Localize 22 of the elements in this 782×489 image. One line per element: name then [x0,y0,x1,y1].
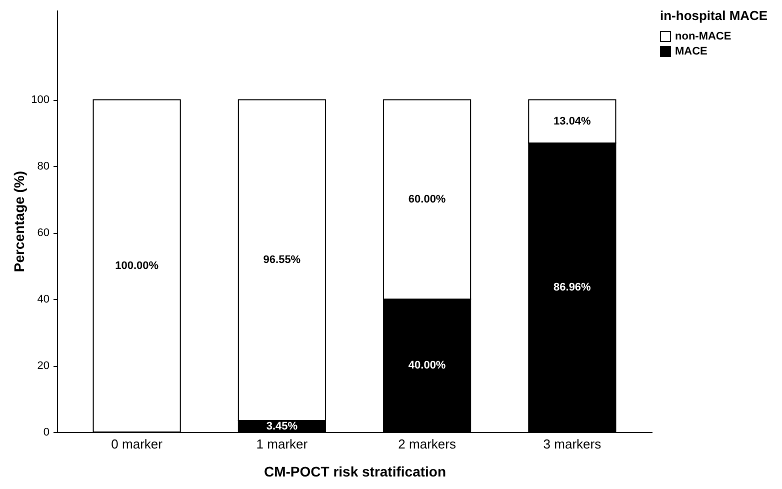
x-tick-label: 0 marker [111,436,164,452]
data-label: 13.04% [554,115,592,128]
x-axis-title: CM-POCT risk stratification [264,464,446,480]
data-label: 60.00% [408,193,446,206]
y-tick-label: 0 [43,426,50,438]
y-tick-label: 80 [37,160,50,173]
y-tick-label: 100 [31,94,50,106]
y-axis-title: Percentage (%) [11,170,28,272]
data-label: 40.00% [408,360,446,372]
data-label: 86.96% [554,282,592,294]
data-label: 100.00% [115,260,159,272]
data-label: 3.45% [266,420,298,432]
y-tick-label: 40 [37,294,50,306]
y-tick-label: 60 [37,227,50,240]
data-label: 96.55% [263,254,301,266]
legend-label: non-MACE [675,30,732,42]
x-tick-label: 2 markers [398,436,456,452]
legend-title: in-hospital MACE [660,8,768,23]
x-tick-label: 1 marker [256,436,308,452]
x-tick-label: 3 markers [543,436,602,452]
legend-label: MACE [675,46,708,58]
y-tick-label: 20 [37,360,50,372]
